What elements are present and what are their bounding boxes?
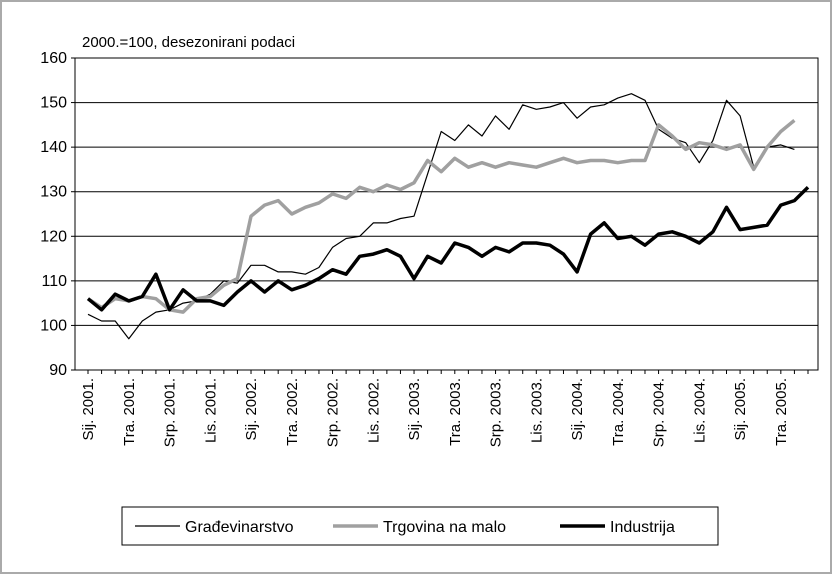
y-tick-label: 160 [40,50,67,67]
x-tick-label: Srp. 2002. [325,378,342,447]
x-tick-label: Srp. 2004. [651,378,668,447]
x-tick-label: Tra. 2002. [284,378,301,446]
legend-label: Trgovina na malo [383,519,506,536]
x-tick-label: Lis. 2004. [691,378,708,443]
x-tick-label: Lis. 2001. [202,378,219,443]
y-tick-label: 110 [41,273,67,290]
x-tick-label: Sij. 2003. [406,378,423,441]
line-series [87,119,796,314]
line-series [86,186,810,312]
x-tick-label: Lis. 2003. [528,378,545,443]
legend-label: Građevinarstvo [185,519,294,536]
x-tick-label: Sij. 2002. [243,378,260,441]
legend-box [121,506,719,546]
x-tick-label: Tra. 2005. [773,378,790,446]
y-tick-label: 90 [49,362,67,379]
x-tick-label: Tra. 2001. [121,378,138,446]
chart-subtitle: 2000.=100, desezonirani podaci [82,34,295,51]
y-tick-label: 100 [40,317,67,334]
y-tick-label: 120 [40,228,67,245]
legend-label: Industrija [610,519,675,536]
x-tick-label: Tra. 2003. [447,378,464,446]
x-tick-label: Srp. 2001. [162,378,179,447]
y-tick-label: 140 [40,139,67,156]
x-tick-label: Srp. 2003. [488,378,505,447]
x-tick-label: Sij. 2004. [569,378,586,441]
x-tick-label: Sij. 2001. [80,378,97,441]
x-tick-label: Lis. 2002. [365,378,382,443]
y-tick-label: 130 [40,184,67,201]
y-tick-label: 150 [40,95,67,112]
x-tick-label: Tra. 2004. [610,378,627,446]
x-tick-label: Sij. 2005. [732,378,749,441]
